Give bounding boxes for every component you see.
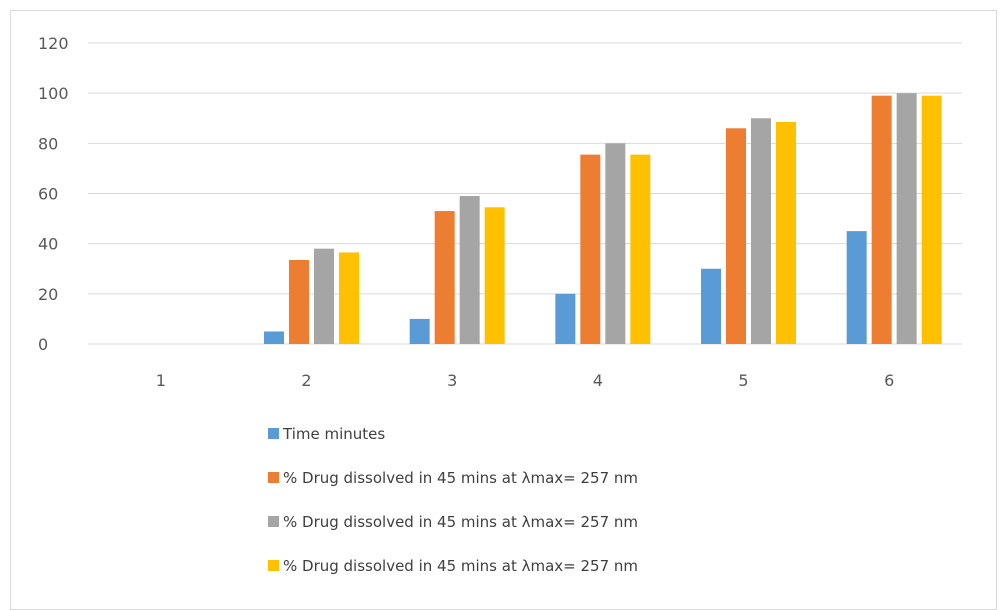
y-axis-ticks: 0 20 40 60 80 100 120 — [38, 34, 69, 354]
gridlines — [88, 42, 962, 345]
x-tick-label: 5 — [738, 371, 748, 390]
bar-series-2-cat-2 — [289, 259, 309, 344]
legend-swatch — [268, 560, 279, 571]
legend-label: Time minutes — [282, 425, 385, 443]
bar-series-4-cat-3 — [484, 207, 505, 344]
x-tick-label: 6 — [884, 371, 894, 390]
x-axis-ticks: 1 2 3 4 5 6 — [156, 371, 895, 390]
x-tick-label: 2 — [301, 371, 311, 390]
x-tick-label: 1 — [156, 371, 166, 390]
y-tick-label: 40 — [38, 235, 58, 254]
legend-label: % Drug dissolved in 45 mins at λmax= 257… — [283, 513, 638, 531]
bar-series-1-cat-6 — [846, 231, 867, 344]
bar-series-3-cat-2 — [314, 248, 334, 344]
bar-series-3-cat-5 — [751, 118, 771, 344]
bar-series-2-cat-3 — [434, 211, 455, 344]
bar-series-3-cat-4 — [605, 143, 626, 344]
bar-series-1-cat-4 — [555, 293, 576, 344]
bars — [264, 93, 942, 345]
bar-series-3-cat-6 — [896, 93, 917, 345]
x-tick-label: 3 — [447, 371, 457, 390]
bar-series-1-cat-3 — [409, 318, 430, 344]
y-tick-label: 20 — [38, 285, 58, 304]
legend-swatch — [268, 428, 279, 439]
bar-series-2-cat-4 — [580, 154, 601, 344]
legend: Time minutes % Drug dissolved in 45 mins … — [268, 425, 638, 575]
bar-series-1-cat-5 — [701, 268, 721, 344]
legend-label: % Drug dissolved in 45 mins at λmax= 257… — [283, 557, 638, 575]
legend-swatch — [268, 516, 279, 527]
bar-series-4-cat-5 — [776, 122, 796, 344]
bar-series-4-cat-6 — [921, 95, 942, 344]
legend-label: % Drug dissolved in 45 mins at λmax= 257… — [283, 469, 638, 487]
bar-series-2-cat-5 — [726, 128, 746, 344]
legend-swatch — [268, 472, 279, 483]
y-tick-label: 80 — [38, 134, 58, 153]
y-tick-label: 100 — [38, 84, 69, 103]
bar-series-3-cat-3 — [459, 196, 480, 344]
bar-series-4-cat-2 — [339, 252, 359, 344]
x-tick-label: 4 — [593, 371, 603, 390]
bar-series-1-cat-2 — [264, 331, 284, 344]
bar-series-4-cat-4 — [630, 154, 651, 344]
y-tick-label: 60 — [38, 185, 58, 204]
bar-series-2-cat-6 — [871, 95, 892, 344]
y-tick-label: 120 — [38, 34, 69, 53]
y-tick-label: 0 — [38, 335, 48, 354]
